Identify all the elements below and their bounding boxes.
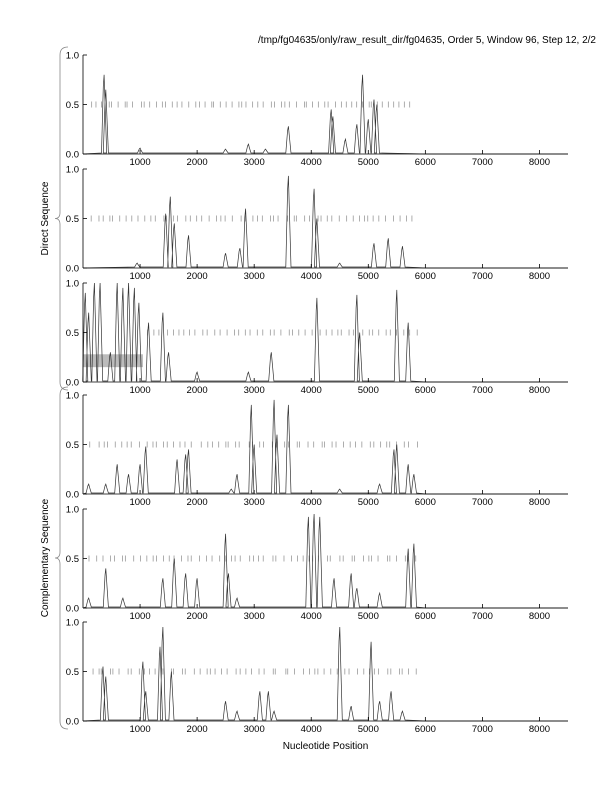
x-tick-label: 6000 <box>415 724 436 735</box>
coding-potential-line <box>82 282 568 383</box>
x-tick-label: 4000 <box>301 157 322 168</box>
group-label-complementary: Complementary Sequence <box>40 498 51 617</box>
x-tick-label: 8000 <box>529 157 550 168</box>
y-tick-label: 1.0 <box>66 279 79 290</box>
x-tick-label: 6000 <box>415 157 436 168</box>
x-tick-label: 5000 <box>358 497 379 508</box>
x-tick-label: 3000 <box>244 157 265 168</box>
x-tick-label: 1000 <box>129 385 150 396</box>
group-label-direct: Direct Sequence <box>40 181 51 255</box>
y-tick-label: 0.5 <box>66 440 79 451</box>
x-tick-label: 2000 <box>187 611 208 622</box>
x-tick-label: 4000 <box>301 497 322 508</box>
x-tick-label: 4000 <box>301 724 322 735</box>
x-tick-label: 6000 <box>415 611 436 622</box>
x-tick-label: 5000 <box>358 724 379 735</box>
chart-title: /tmp/fg04635/only/raw_result_dir/fg04635… <box>258 35 596 46</box>
y-tick-label: 1.0 <box>66 505 79 516</box>
group-brace <box>54 46 69 391</box>
x-tick-label: 8000 <box>529 497 550 508</box>
x-tick-label: 8000 <box>529 271 550 282</box>
x-tick-label: 6000 <box>415 271 436 282</box>
x-tick-label: 7000 <box>472 385 493 396</box>
x-tick-label: 3000 <box>244 724 265 735</box>
x-tick-label: 8000 <box>529 611 550 622</box>
x-tick-label: 7000 <box>472 724 493 735</box>
x-tick-label: 2000 <box>187 385 208 396</box>
x-tick-label: 5000 <box>358 385 379 396</box>
x-tick-label: 5000 <box>358 271 379 282</box>
y-tick-label: 1.0 <box>66 51 79 62</box>
x-tick-label: 1000 <box>129 497 150 508</box>
x-tick-label: 8000 <box>529 385 550 396</box>
coding-potential-line <box>82 74 568 155</box>
x-tick-label: 3000 <box>244 611 265 622</box>
panel-frame-4: 0.0 0.5 1.0 1000 2000 3000 4000 5000 6000 7000 800… <box>66 391 568 508</box>
coding-potential-line <box>82 175 568 269</box>
y-tick-label: 0.0 <box>66 150 79 161</box>
x-tick-label: 4000 <box>301 385 322 396</box>
x-tick-label: 8000 <box>529 724 550 735</box>
y-tick-label: 0.5 <box>66 554 79 565</box>
x-tick-label: 3000 <box>244 271 265 282</box>
x-axis-label: Nucleotide Position <box>283 741 369 752</box>
x-tick-label: 2000 <box>187 157 208 168</box>
x-tick-label: 3000 <box>244 497 265 508</box>
x-tick-label: 6000 <box>415 385 436 396</box>
y-tick-label: 1.0 <box>66 391 79 402</box>
x-tick-label: 2000 <box>187 724 208 735</box>
x-tick-label: 7000 <box>472 271 493 282</box>
y-tick-label: 0.0 <box>66 378 79 389</box>
y-tick-label: 0.5 <box>66 328 79 339</box>
x-tick-label: 4000 <box>301 611 322 622</box>
x-tick-label: 1000 <box>129 271 150 282</box>
coding-potential-line <box>82 399 568 495</box>
x-tick-label: 4000 <box>301 271 322 282</box>
y-tick-label: 0.0 <box>66 490 79 501</box>
y-tick-label: 0.5 <box>66 100 79 111</box>
x-tick-label: 1000 <box>129 157 150 168</box>
group-brace <box>54 386 69 730</box>
x-tick-label: 5000 <box>358 611 379 622</box>
y-tick-label: 0.0 <box>66 604 79 615</box>
x-tick-label: 2000 <box>187 271 208 282</box>
x-tick-label: 5000 <box>358 157 379 168</box>
x-tick-label: 7000 <box>472 497 493 508</box>
coding-potential-line <box>82 626 568 722</box>
y-tick-label: 0.0 <box>66 717 79 728</box>
x-tick-label: 7000 <box>472 157 493 168</box>
x-tick-label: 2000 <box>187 497 208 508</box>
panel-frame-6: 0.0 0.5 1.0 1000 2000 3000 4000 5000 6000 7000 800… <box>66 618 568 735</box>
panel-frame-1: 0.0 0.5 1.0 1000 2000 3000 4000 5000 6000 7000 800… <box>66 51 568 168</box>
panel-frame-2: 0.0 0.5 1.0 1000 2000 3000 4000 5000 6000 7000 800… <box>66 165 568 282</box>
y-tick-label: 1.0 <box>66 165 79 176</box>
x-tick-label: 3000 <box>244 385 265 396</box>
x-tick-label: 6000 <box>415 497 436 508</box>
panel-frame-3: 0.0 0.5 1.0 1000 2000 3000 4000 5000 6000 7000 800… <box>66 279 568 396</box>
y-tick-label: 0.5 <box>66 667 79 678</box>
y-tick-label: 0.5 <box>66 214 79 225</box>
y-tick-label: 1.0 <box>66 618 79 629</box>
x-tick-label: 1000 <box>129 611 150 622</box>
coding-potential-line <box>82 513 568 609</box>
panel-frame-5: 0.0 0.5 1.0 1000 2000 3000 4000 5000 6000 7000 800… <box>66 505 568 622</box>
x-tick-label: 7000 <box>472 611 493 622</box>
y-tick-label: 0.0 <box>66 264 79 275</box>
x-tick-label: 1000 <box>129 724 150 735</box>
